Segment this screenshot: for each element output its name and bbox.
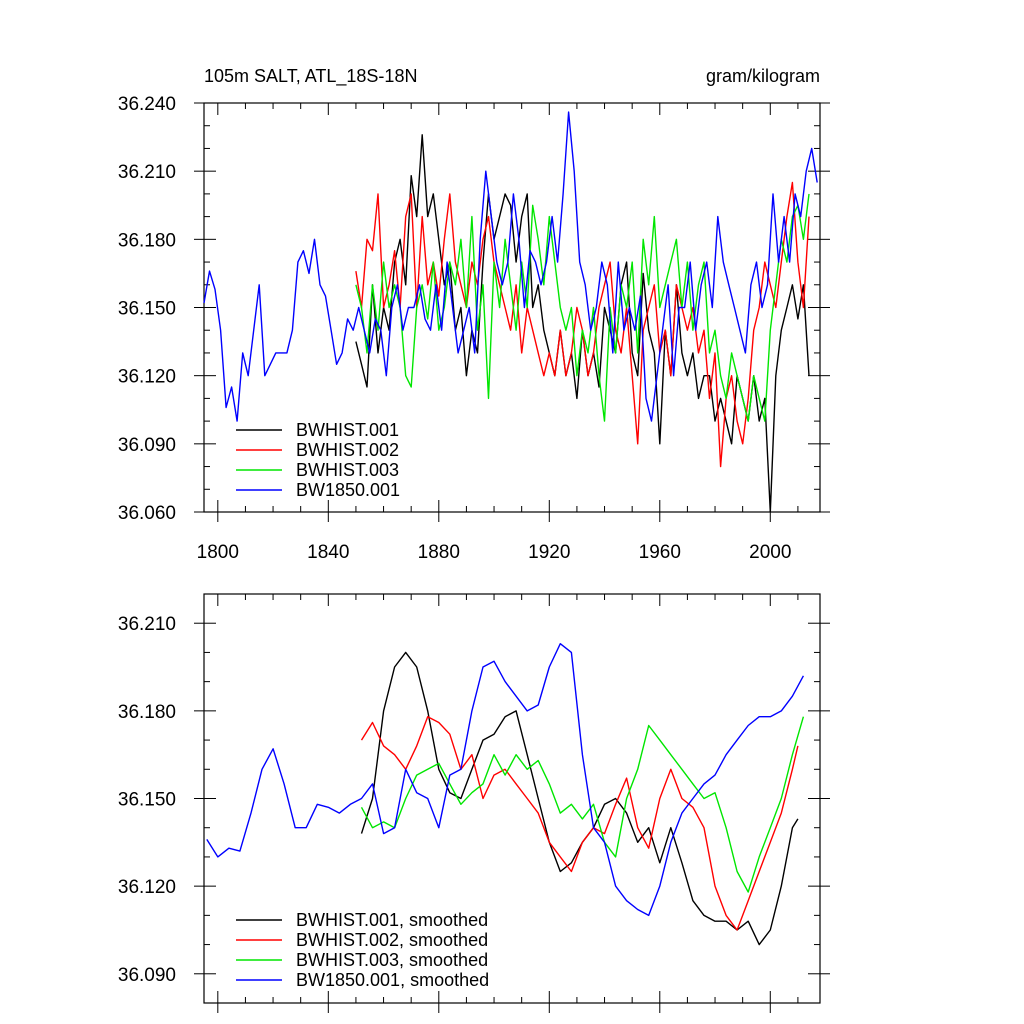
- x-tick-label: 1800: [197, 542, 239, 563]
- bottom-panel-series-lines: [206, 643, 805, 946]
- y-tick-label: 36.150: [118, 790, 176, 811]
- series-line-bwhist-002: [355, 181, 810, 468]
- series-line-bw1850-001: [203, 111, 818, 422]
- y-tick-label: 36.210: [118, 614, 176, 635]
- series-line-bw1850-001-smoothed: [206, 643, 805, 917]
- x-tick-label: 2000: [749, 542, 791, 563]
- y-tick-label: 36.090: [118, 435, 176, 456]
- top-panel-title-left: 105m SALT, ATL_18S-18N: [204, 66, 417, 87]
- top-panel-raw-salinity: 105m SALT, ATL_18S-18N gram/kilogram 180…: [118, 66, 830, 563]
- top-panel-series-lines: [203, 111, 818, 513]
- bottom-panel-smoothed-salinity: 36.090 36.120 36.150 36.180 36.210 BWHIST.00…: [118, 593, 830, 1013]
- legend-label-bw1850-001: BW1850.001: [296, 480, 400, 500]
- legend-label-bwhist-002-smoothed: BWHIST.002, smoothed: [296, 930, 488, 950]
- y-tick-label: 36.240: [118, 94, 176, 115]
- x-tick-label: 1880: [418, 542, 460, 563]
- y-tick-label: 36.180: [118, 702, 176, 723]
- series-line-bwhist-003: [355, 193, 810, 422]
- y-tick-label: 36.210: [118, 162, 176, 183]
- series-line-bwhist-003-smoothed: [360, 716, 805, 893]
- y-tick-label: 36.120: [118, 877, 176, 898]
- x-tick-label: 1840: [307, 542, 349, 563]
- legend-label-bw1850-001-smoothed: BW1850.001, smoothed: [296, 970, 489, 990]
- y-tick-label: 36.150: [118, 299, 176, 320]
- legend-label-bwhist-001-smoothed: BWHIST.001, smoothed: [296, 910, 488, 930]
- y-tick-label: 36.180: [118, 230, 176, 251]
- legend-label-bwhist-002: BWHIST.002: [296, 440, 399, 460]
- y-tick-label: 36.120: [118, 367, 176, 388]
- series-line-bwhist-001: [355, 134, 810, 513]
- x-tick-label: 1960: [639, 542, 681, 563]
- legend-label-bwhist-003: BWHIST.003: [296, 460, 399, 480]
- legend-label-bwhist-003-smoothed: BWHIST.003, smoothed: [296, 950, 488, 970]
- y-tick-label: 36.060: [118, 503, 176, 524]
- legend-label-bwhist-001: BWHIST.001: [296, 420, 399, 440]
- top-panel-axes: 1800 1840 1880 1920 1960 2000 36.060 36.090 36.1…: [118, 94, 830, 563]
- bottom-panel-axes: 36.090 36.120 36.150 36.180 36.210: [118, 593, 830, 1013]
- series-line-bwhist-002-smoothed: [360, 716, 799, 931]
- y-tick-label: 36.090: [118, 965, 176, 986]
- x-tick-label: 1920: [528, 542, 570, 563]
- top-panel-title-right: gram/kilogram: [706, 66, 820, 86]
